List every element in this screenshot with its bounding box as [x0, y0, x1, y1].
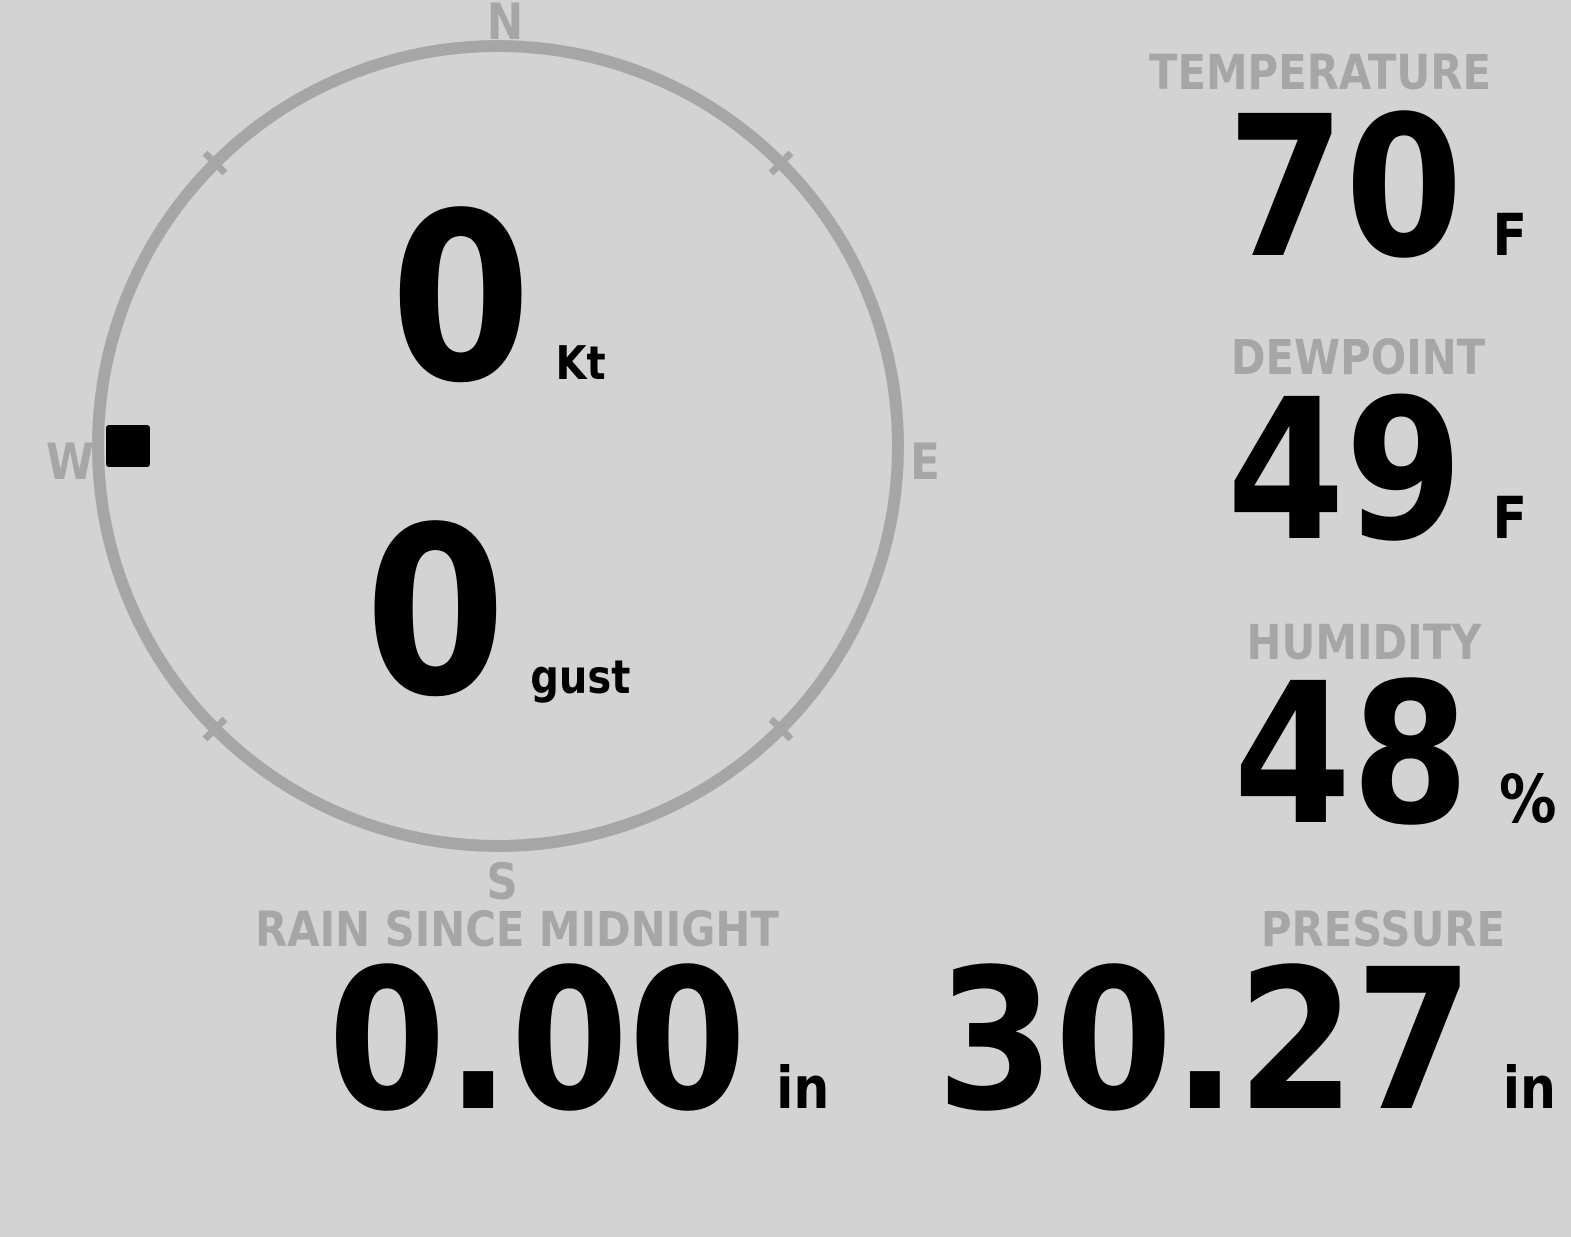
intercardinal-tick-ne	[768, 150, 794, 176]
humidity-label: HUMIDITY	[1246, 615, 1482, 671]
pressure-label: PRESSURE	[1260, 902, 1506, 958]
intercardinal-tick-sw	[202, 716, 228, 742]
dewpoint-label: DEWPOINT	[1230, 330, 1486, 386]
rain-since-midnight-value: 0.00	[327, 927, 747, 1154]
wind-speed-row: 0 Kt	[98, 182, 898, 415]
humidity-reading: 48 %	[1234, 657, 1557, 852]
wind-gust-value: 0	[365, 477, 507, 748]
temperature-label: TEMPERATURE	[1148, 45, 1492, 101]
intercardinal-tick-se	[768, 716, 794, 742]
wind-speed-value: 0	[390, 163, 532, 434]
intercardinal-tick-nw	[202, 150, 228, 176]
compass-circle	[92, 40, 904, 852]
pressure-reading: 30.27 in	[937, 943, 1556, 1138]
humidity-unit: %	[1499, 761, 1557, 838]
rain-since-midnight-unit: in	[775, 1054, 829, 1122]
dewpoint-reading: 49 F	[1227, 373, 1527, 568]
dewpoint-unit: F	[1492, 484, 1527, 552]
cardinal-east-label: E	[910, 433, 940, 491]
humidity-value: 48	[1233, 641, 1470, 868]
cardinal-north-label: N	[486, 0, 524, 51]
rain-since-midnight-reading: 0.00 in	[328, 943, 829, 1138]
cardinal-west-label: W	[46, 433, 94, 491]
pressure-value: 30.27	[936, 927, 1474, 1154]
wind-direction-marker	[106, 425, 150, 467]
dewpoint-value: 49	[1226, 357, 1463, 584]
rain-since-midnight-label: RAIN SINCE MIDNIGHT	[255, 902, 779, 958]
wind-gust-row: 0 gust	[98, 496, 898, 729]
temperature-unit: F	[1492, 201, 1527, 269]
wind-gust-unit: gust	[530, 650, 631, 704]
pressure-unit: in	[1502, 1054, 1556, 1122]
temperature-reading: 70 F	[1227, 90, 1527, 285]
temperature-value: 70	[1226, 74, 1463, 301]
wind-speed-unit: Kt	[555, 336, 606, 390]
cardinal-south-label: S	[486, 853, 518, 911]
compass-rose	[92, 40, 904, 852]
